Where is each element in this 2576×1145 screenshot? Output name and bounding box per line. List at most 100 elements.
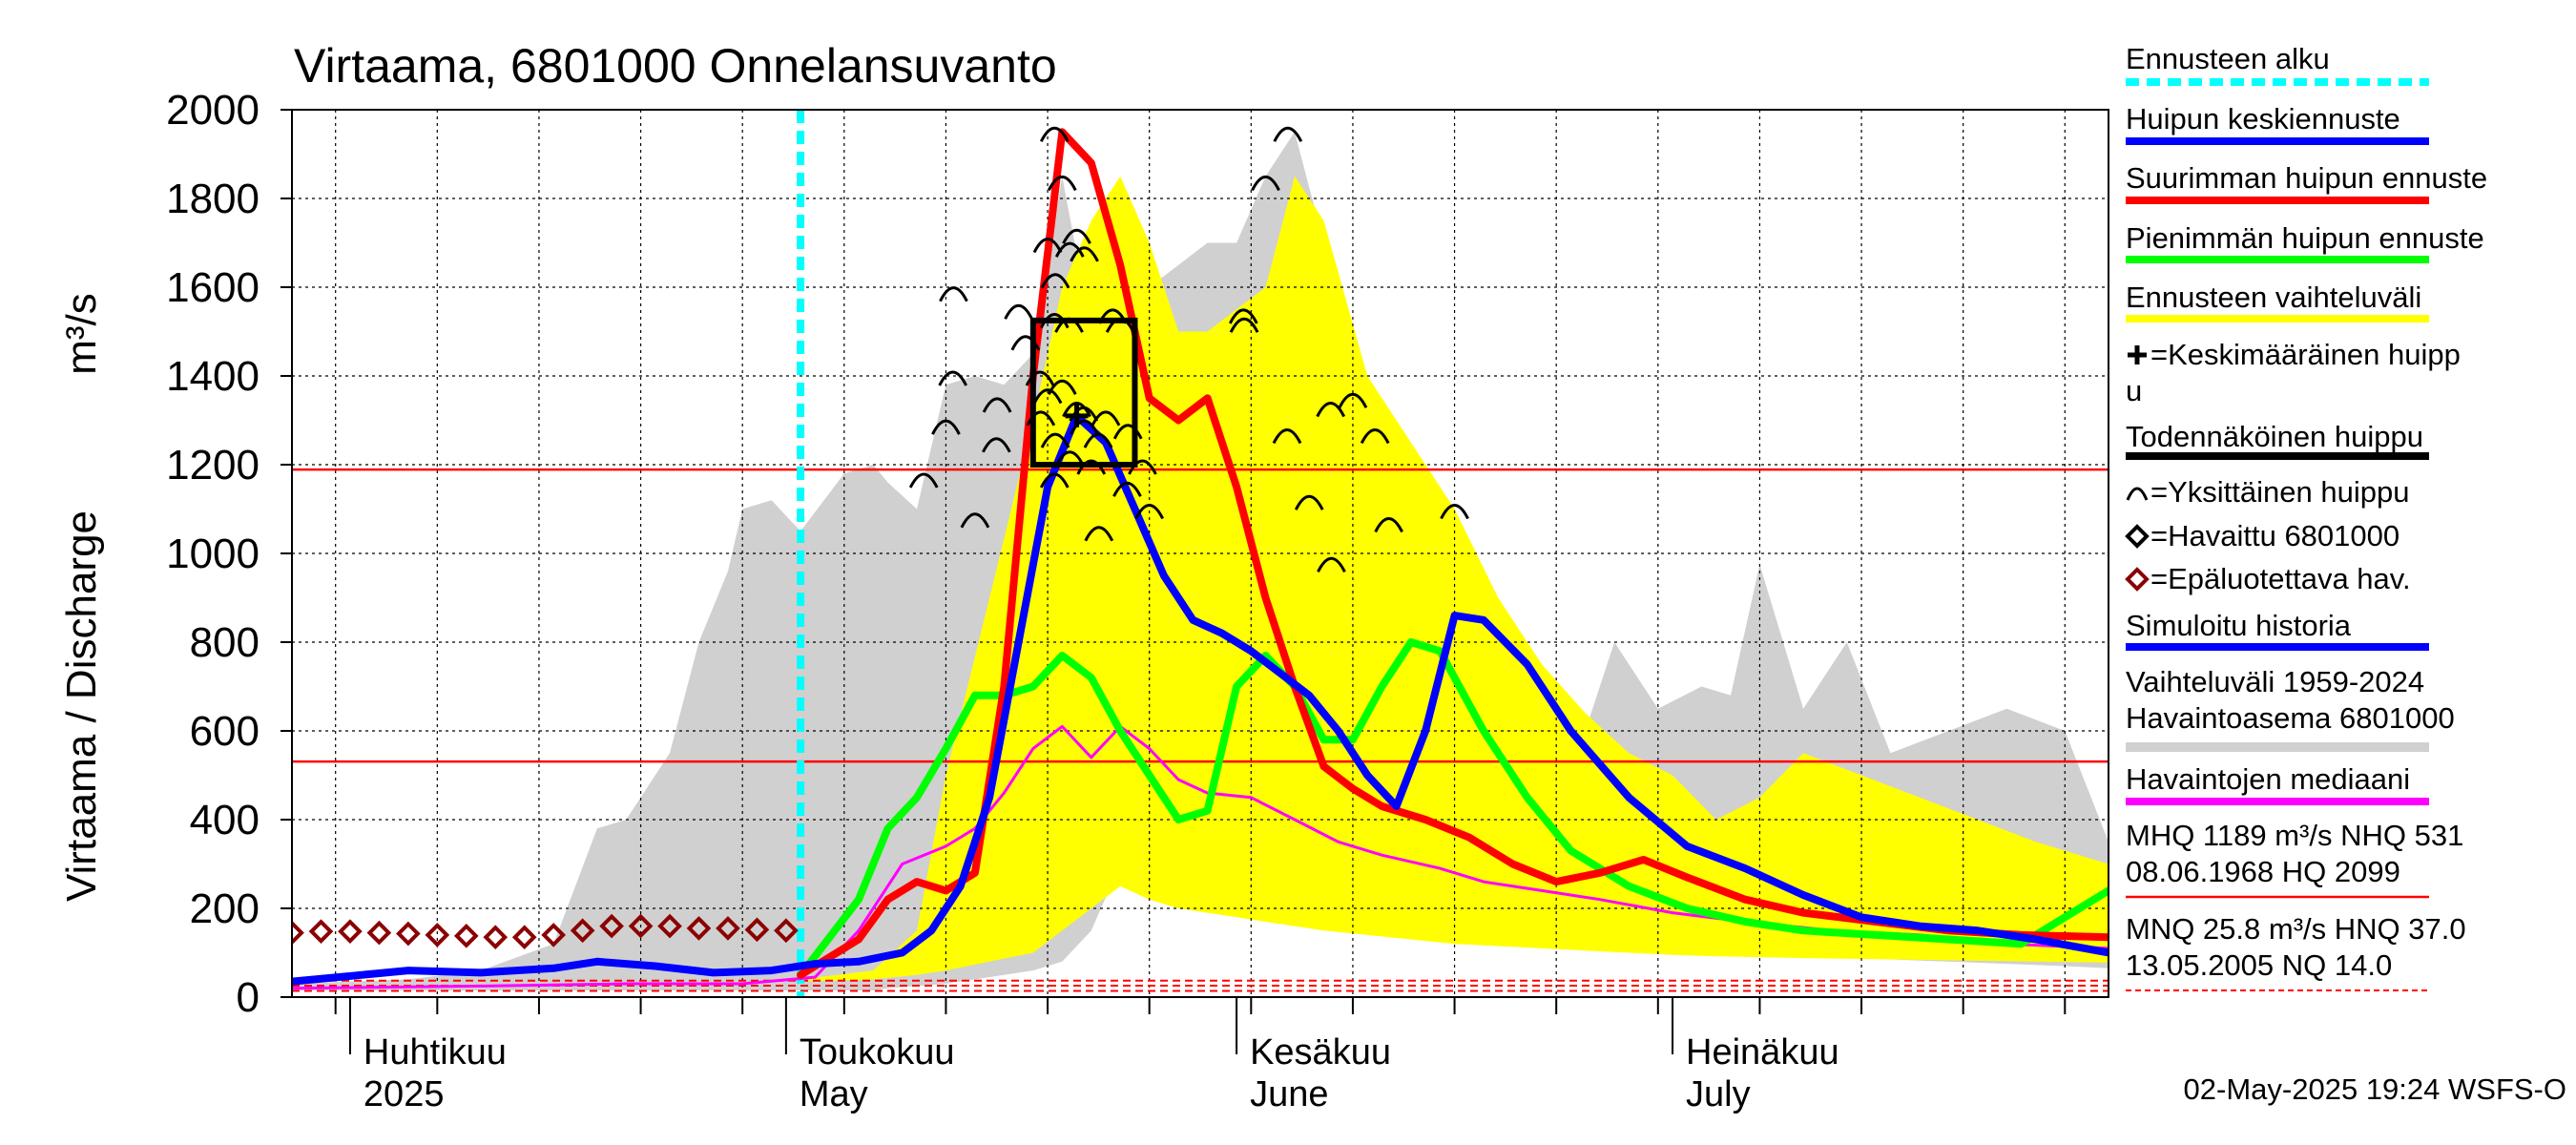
observed-point xyxy=(425,923,450,947)
single-peak-marker xyxy=(931,419,961,435)
single-peak-marker xyxy=(1084,526,1114,542)
observed-point xyxy=(686,916,712,941)
y-tick-label: 800 xyxy=(190,619,260,666)
chart-title: Virtaama, 6801000 Onnelansuvanto xyxy=(294,39,1057,93)
single-peak-marker xyxy=(1040,273,1070,289)
y-tick-label: 1200 xyxy=(166,442,260,489)
legend-label-1: Huipun keskiennuste xyxy=(2126,102,2400,135)
legend-symbol-diamond xyxy=(2125,524,2150,549)
observed-point xyxy=(308,919,334,945)
plot-contents xyxy=(292,110,2109,997)
legend-label-0: Ennusteen alku xyxy=(2126,42,2330,75)
legend-label-11: Vaihteluväli 1959-2024 xyxy=(2126,665,2424,698)
single-peak-marker xyxy=(1039,313,1070,329)
footer-timestamp: 02-May-2025 19:24 WSFS-O xyxy=(2184,1072,2566,1106)
legend-label-8: =Havaittu 6801000 xyxy=(2150,519,2399,552)
single-peak-marker xyxy=(1070,246,1099,262)
single-peak-marker xyxy=(1076,459,1107,475)
legend-label-4: Ennusteen vaihteluväli xyxy=(2126,281,2421,314)
observed-point xyxy=(599,913,624,939)
month-label-en: May xyxy=(800,1074,868,1114)
legend-label-13-line2: 08.06.1968 HQ 2099 xyxy=(2126,855,2400,888)
observed-point xyxy=(292,920,304,946)
single-peak-marker xyxy=(1026,410,1056,427)
legend-label-5: =Keskimääräinen huipp xyxy=(2150,338,2461,371)
single-peak-marker xyxy=(1317,556,1346,572)
single-peak-marker xyxy=(1039,126,1070,142)
y-tick-label: 400 xyxy=(190,797,260,843)
series-line-0 xyxy=(292,411,2109,986)
observed-point xyxy=(483,925,509,950)
single-peak-marker xyxy=(939,286,968,302)
observed-point xyxy=(570,918,595,944)
plot-area: 0 200 400 600 800 1000 1200 1400 1600 1800 2000 Huh… xyxy=(166,87,2109,1114)
single-peak-marker xyxy=(1134,504,1165,520)
single-peak-marker xyxy=(1251,175,1280,192)
single-peak-marker xyxy=(1273,126,1303,142)
mean-peak-marker xyxy=(1065,404,1089,427)
single-peak-marker xyxy=(1228,308,1258,324)
month-label-fi: Toukokuu xyxy=(800,1032,955,1072)
y-tick-label: 200 xyxy=(190,885,260,932)
legend-label-7: =Yksittäinen huippu xyxy=(2150,475,2409,509)
observed-point xyxy=(366,920,392,946)
observed-point xyxy=(628,913,654,939)
single-peak-marker xyxy=(1360,427,1390,445)
y-tick-label: 1400 xyxy=(166,353,260,400)
single-peak-marker xyxy=(908,472,939,489)
observed-point xyxy=(774,918,799,944)
y-tick-label: 1800 xyxy=(166,176,260,222)
legend-label-3: Pienimmän huipun ennuste xyxy=(2126,221,2484,255)
y-axis-unit: m³/s xyxy=(58,293,105,375)
observed-point xyxy=(541,923,567,947)
single-peak-marker xyxy=(1083,432,1113,448)
legend-label-9: =Epäluotettava hav. xyxy=(2150,562,2411,595)
legend-label-5-line2: u xyxy=(2126,374,2142,407)
observed-point xyxy=(396,921,421,947)
legend-symbol-diamond xyxy=(2125,567,2150,592)
y-axis-label: Virtaama / Discharge xyxy=(58,510,105,902)
legend: Ennusteen alku Huipun keskiennuste Suurimm… xyxy=(2125,42,2487,991)
legend-label-14-line2: 13.05.2005 NQ 14.0 xyxy=(2126,948,2392,982)
y-tick-label: 600 xyxy=(190,708,260,755)
single-peak-marker xyxy=(1025,370,1055,386)
single-peak-marker xyxy=(1229,317,1259,333)
observed-point xyxy=(744,917,770,943)
y-tick-label: 1600 xyxy=(166,264,260,311)
single-peak-marker xyxy=(1010,335,1041,351)
single-peak-marker xyxy=(982,437,1011,453)
y-tick-label: 2000 xyxy=(166,87,260,134)
legend-label-12: Havaintojen mediaani xyxy=(2126,762,2410,796)
single-peak-marker xyxy=(1316,402,1346,418)
observed-point xyxy=(716,916,740,941)
month-label-fi: Huhtikuu xyxy=(364,1032,507,1072)
single-peak-marker xyxy=(1128,459,1157,475)
legend-symbol-plus xyxy=(2128,345,2147,364)
month-label-en: July xyxy=(1686,1074,1751,1114)
observed-point xyxy=(511,925,537,950)
probable-peak-box xyxy=(1029,317,1138,468)
month-label-fi: Heinäkuu xyxy=(1686,1032,1839,1072)
single-peak-marker xyxy=(1070,419,1099,435)
legend-label-11-line2: Havaintoasema 6801000 xyxy=(2126,701,2455,735)
single-peak-marker xyxy=(1054,450,1085,467)
single-peak-marker xyxy=(1040,432,1070,448)
single-peak-marker xyxy=(1062,228,1091,244)
single-peak-marker xyxy=(960,512,990,529)
single-peak-marker xyxy=(1112,424,1143,440)
single-peak-marker xyxy=(1440,504,1469,520)
observed-point xyxy=(453,924,479,948)
legend-label-14: MNQ 25.8 m³/s HNQ 37.0 xyxy=(2126,912,2466,946)
single-peak-marker xyxy=(1272,427,1302,445)
observed-point xyxy=(338,919,363,945)
single-peak-marker xyxy=(1004,303,1033,320)
single-peak-marker xyxy=(1047,379,1077,395)
observed-point xyxy=(657,913,682,939)
series-line-2 xyxy=(797,638,2109,979)
series-line-3 xyxy=(292,724,2109,990)
single-peak-marker xyxy=(938,370,968,386)
legend-label-10: Simuloitu historia xyxy=(2126,609,2352,642)
legend-label-6: Todennäköinen huippu xyxy=(2126,420,2423,453)
y-tick-label: 1000 xyxy=(166,531,260,577)
single-peak-marker xyxy=(1338,392,1368,408)
